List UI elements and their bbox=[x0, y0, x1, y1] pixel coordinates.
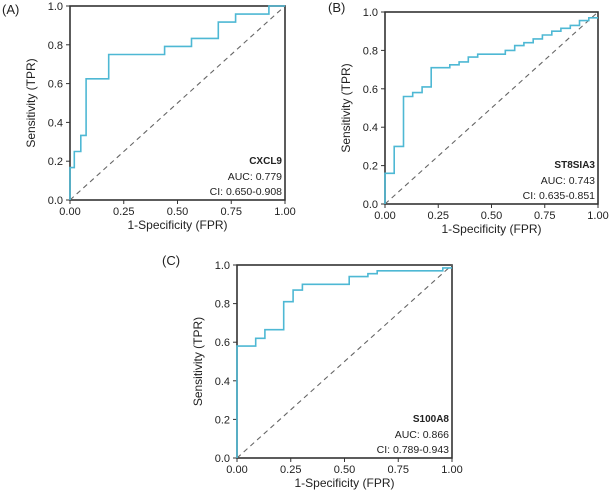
auc-label: AUC: 0.743 bbox=[541, 175, 595, 187]
x-tick-label: 0.75 bbox=[221, 206, 242, 218]
x-tick-label: 0.50 bbox=[334, 464, 355, 476]
marker-name: ST8SIA3 bbox=[554, 160, 595, 171]
roc-panel-a: (A) 0.00 0.25 0.50 0.75 1.00 0.0 0.2 0.4 0.6 0.8 1.… bbox=[2, 1, 296, 232]
marker-name: S100A8 bbox=[413, 414, 450, 425]
y-tick-label: 1.0 bbox=[215, 260, 230, 272]
y-axis-title: Sensitivity (TPR) bbox=[24, 58, 38, 147]
y-tick-label: 1.0 bbox=[363, 7, 378, 19]
x-tick-label: 0.25 bbox=[428, 210, 449, 222]
x-tick-label: 0.00 bbox=[374, 210, 395, 222]
roc-panel-b: (B) 0.00 0.25 0.50 0.75 1.00 0.0 0.2 0.4 0.6 0.8 1.… bbox=[328, 0, 609, 236]
reference-diagonal bbox=[236, 264, 453, 459]
x-tick-label: 0.75 bbox=[388, 464, 409, 476]
x-tick-label: 0.50 bbox=[481, 210, 502, 222]
y-tick-label: 0.6 bbox=[215, 337, 230, 349]
y-axis-title: Sensitivity (TPR) bbox=[191, 317, 205, 406]
x-axis-title: 1-Specificity (FPR) bbox=[127, 218, 227, 232]
ci-label: CI: 0.650-0.908 bbox=[210, 186, 283, 198]
x-axis-title: 1-Specificity (FPR) bbox=[441, 222, 541, 236]
reference-diagonal bbox=[384, 11, 599, 205]
x-tick-label: 1.00 bbox=[274, 206, 295, 218]
roc-curve-cxcl9 bbox=[69, 5, 285, 200]
ci-label: CI: 0.635-0.851 bbox=[523, 190, 596, 202]
ci-label: CI: 0.789-0.943 bbox=[377, 444, 450, 456]
y-tick-label: 0.0 bbox=[215, 453, 230, 465]
y-tick-label: 0.4 bbox=[363, 122, 378, 134]
y-tick-label: 0.6 bbox=[48, 79, 63, 91]
x-tick-label: 0.75 bbox=[534, 210, 555, 222]
y-tick-label: 0.4 bbox=[215, 376, 230, 388]
y-tick-label: 0.2 bbox=[215, 414, 230, 426]
reference-diagonal bbox=[69, 5, 286, 201]
x-tick-label: 0.25 bbox=[113, 206, 134, 218]
y-tick-label: 0.0 bbox=[363, 199, 378, 211]
y-tick-label: 0.8 bbox=[215, 299, 230, 311]
auc-label: AUC: 0.779 bbox=[228, 171, 282, 183]
x-tick-label: 0.00 bbox=[226, 464, 247, 476]
y-tick-label: 0.8 bbox=[363, 45, 378, 57]
x-tick-label: 1.00 bbox=[587, 210, 608, 222]
x-tick-label: 1.00 bbox=[441, 464, 462, 476]
roc-curve-st8sia3 bbox=[384, 16, 598, 204]
panel-label: (B) bbox=[328, 0, 345, 15]
y-tick-label: 0.4 bbox=[48, 117, 63, 129]
y-tick-label: 1.0 bbox=[48, 1, 63, 13]
y-tick-label: 0.2 bbox=[48, 156, 63, 168]
auc-label: AUC: 0.866 bbox=[395, 429, 449, 441]
x-tick-label: 0.50 bbox=[167, 206, 188, 218]
x-tick-label: 0.25 bbox=[280, 464, 301, 476]
y-tick-label: 0.2 bbox=[363, 161, 378, 173]
x-tick-label: 0.00 bbox=[59, 206, 80, 218]
marker-name: CXCL9 bbox=[249, 156, 282, 167]
x-axis-title: 1-Specificity (FPR) bbox=[294, 476, 394, 490]
panel-label: (C) bbox=[162, 253, 180, 268]
y-tick-label: 0.8 bbox=[48, 40, 63, 52]
roc-panel-c: (C) 0.00 0.25 0.50 0.75 1.00 0.0 0.2 0.4 0.6 0.8 1.… bbox=[162, 253, 463, 490]
y-tick-label: 0.0 bbox=[48, 195, 63, 207]
roc-curve-s100a8 bbox=[236, 267, 452, 458]
panel-label: (A) bbox=[2, 2, 19, 17]
y-axis-title: Sensitivity (TPR) bbox=[339, 63, 353, 152]
y-tick-label: 0.6 bbox=[363, 84, 378, 96]
